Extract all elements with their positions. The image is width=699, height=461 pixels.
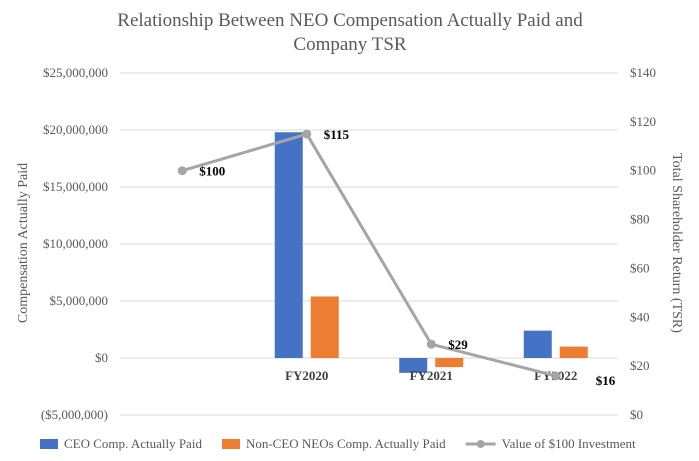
left-tick-label: ($5,000,000) xyxy=(41,407,108,422)
right-tick-label: $0 xyxy=(630,407,643,422)
category-label: FY2020 xyxy=(285,368,328,383)
bar xyxy=(399,358,428,373)
right-tick-label: $40 xyxy=(630,309,650,324)
left-tick-label: $15,000,000 xyxy=(43,179,108,194)
legend-swatch xyxy=(40,439,58,449)
right-tick-label: $120 xyxy=(630,114,656,129)
line-data-label: $115 xyxy=(324,127,350,142)
right-tick-label: $140 xyxy=(630,65,656,80)
series-line xyxy=(181,132,557,378)
bar xyxy=(310,296,339,358)
left-tick-label: $10,000,000 xyxy=(43,236,108,251)
right-tick-label: $80 xyxy=(630,212,650,227)
legend-label: Value of $100 Investment xyxy=(502,436,636,451)
left-tick-label: $20,000,000 xyxy=(43,122,108,137)
bar xyxy=(435,358,464,368)
line-point xyxy=(426,339,436,349)
chart-title-line-2: Company TSR xyxy=(293,34,406,55)
left-axis-ticks: ($5,000,000) $0 $5,000,000 $10,000,000 $15,0… xyxy=(41,65,108,422)
bar-series xyxy=(274,132,588,373)
category-label: FY2021 xyxy=(410,368,453,383)
left-tick-label: $0 xyxy=(95,350,108,365)
line-data-label: $29 xyxy=(448,337,468,352)
right-tick-label: $60 xyxy=(630,260,650,275)
bar xyxy=(559,346,588,358)
bar xyxy=(523,330,552,358)
legend-swatch xyxy=(221,439,240,449)
legend-label: CEO Comp. Actually Paid xyxy=(64,436,202,451)
right-axis-ticks: $0 $20 $40 $60 $80 $100 $120 $140 xyxy=(630,65,656,422)
legend: CEO Comp. Actually Paid Non-CEO NEOs Comp… xyxy=(40,436,636,451)
gridlines xyxy=(120,72,618,416)
legend-label: Non-CEO NEOs Comp. Actually Paid xyxy=(246,436,446,451)
line-point xyxy=(302,129,312,139)
right-axis-title: Total Shareholder Return (TSR) xyxy=(669,153,684,333)
bar xyxy=(274,132,303,358)
line-data-label: $16 xyxy=(596,373,616,388)
chart-title-line-1: Relationship Between NEO Compensation Ac… xyxy=(117,10,583,31)
legend-marker xyxy=(476,440,485,448)
line-series: $100 $115 $29 $16 xyxy=(177,127,616,388)
left-tick-label: $25,000,000 xyxy=(43,65,108,80)
right-tick-label: $100 xyxy=(630,163,656,178)
line-point xyxy=(177,166,187,176)
left-tick-label: $5,000,000 xyxy=(50,293,109,308)
left-axis-title: Compensation Actually Paid xyxy=(16,163,31,323)
line-point xyxy=(551,371,561,381)
right-tick-label: $20 xyxy=(630,358,650,373)
line-data-label: $100 xyxy=(199,164,225,179)
